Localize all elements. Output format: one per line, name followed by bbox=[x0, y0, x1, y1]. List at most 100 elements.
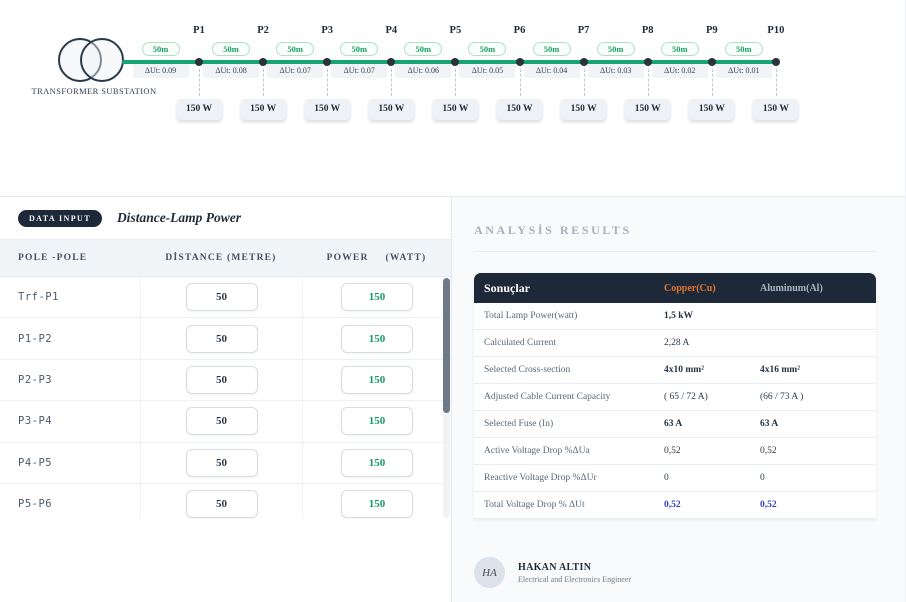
input-table-row: P1-P2 bbox=[0, 318, 451, 360]
distance-input[interactable] bbox=[185, 407, 258, 436]
distance-input[interactable] bbox=[185, 490, 258, 519]
column-header-pole: POLE -POLE bbox=[18, 253, 88, 263]
result-value-aluminum: 0,52 bbox=[760, 500, 777, 510]
avatar: HA bbox=[474, 557, 505, 588]
power-cell bbox=[302, 277, 451, 318]
pole-pair-label: P4-P5 bbox=[18, 456, 53, 469]
data-input-title: Distance-Lamp Power bbox=[116, 210, 242, 225]
lower-section: DATA INPUT Distance-Lamp Power POLE -POL… bbox=[0, 196, 905, 602]
pole-pair-label: Trf-P1 bbox=[18, 291, 59, 304]
result-value-aluminum: 0 bbox=[760, 473, 765, 483]
pole-label: P4 bbox=[385, 25, 398, 36]
distance-input[interactable] bbox=[185, 448, 258, 477]
input-rows-container: Trf-P1 P1-P2 P2-P3 P3-P4 P4-P5 P5-P6 bbox=[0, 277, 451, 519]
power-cell bbox=[302, 442, 451, 483]
pole-label: P9 bbox=[705, 25, 718, 36]
pole-pair-label: P5-P6 bbox=[18, 498, 53, 511]
results-table-row: Selected Cross-section 4x10 mm² 4x16 mm² bbox=[474, 357, 876, 384]
segment-voltage-drop-label: ΔUt: 0.04 bbox=[523, 64, 580, 78]
result-value-aluminum: 4x16 mm² bbox=[760, 365, 801, 375]
power-input[interactable] bbox=[341, 283, 413, 312]
pole-drop-line bbox=[519, 69, 521, 96]
pole-drop-line bbox=[775, 69, 777, 96]
result-value-copper: 1,5 kW bbox=[664, 311, 694, 321]
pole-drop-line bbox=[711, 69, 713, 96]
power-cell bbox=[302, 401, 451, 442]
segment-voltage-drop-label: ΔUt: 0.07 bbox=[267, 64, 324, 78]
result-value-copper: 63 A bbox=[664, 419, 683, 429]
pole-label: P10 bbox=[767, 25, 785, 36]
pole-node-icon bbox=[195, 57, 203, 66]
segment-voltage-drop-label: ΔUt: 0.01 bbox=[715, 64, 772, 78]
results-table-row: Total Voltage Drop % ΔUt 0,52 0,52 bbox=[474, 492, 876, 519]
engineer-name: HAKAN ALTIN bbox=[518, 561, 592, 573]
pole-drop-line bbox=[327, 69, 329, 96]
lamp-power-label: 150 W bbox=[432, 99, 478, 120]
lamp-power-label: 150 W bbox=[497, 99, 542, 120]
distance-cell bbox=[140, 318, 302, 359]
power-input[interactable] bbox=[341, 448, 413, 477]
pole-label: P3 bbox=[321, 25, 334, 36]
power-cell bbox=[302, 359, 451, 401]
scrollbar-thumb[interactable] bbox=[443, 278, 450, 413]
result-label: Active Voltage Drop %ΔUa bbox=[484, 446, 590, 456]
segment-voltage-drop-label: ΔUt: 0.09 bbox=[132, 64, 189, 78]
input-table-row: P2-P3 bbox=[0, 359, 451, 402]
pole-drop-line bbox=[455, 69, 457, 96]
distance-input[interactable] bbox=[185, 365, 258, 394]
pole-pair-label: P1-P2 bbox=[18, 332, 53, 345]
power-input[interactable] bbox=[341, 407, 413, 436]
distance-cell bbox=[140, 359, 302, 401]
input-table-row: P3-P4 bbox=[0, 401, 451, 443]
data-input-panel: DATA INPUT Distance-Lamp Power POLE -POL… bbox=[0, 197, 452, 602]
results-table: Sonuçlar Copper(Cu) Aluminum(Al) Total L… bbox=[474, 273, 876, 519]
result-value-copper: 2,28 A bbox=[664, 338, 690, 348]
segment-length-badge: 50m bbox=[212, 42, 251, 56]
segment-length-badge: 50m bbox=[404, 42, 443, 56]
results-table-row: Adjusted Cable Current Capacity ( 65 / 72… bbox=[474, 384, 876, 411]
pole-pair-label: P2-P3 bbox=[18, 373, 53, 386]
pole-node-icon bbox=[579, 57, 588, 66]
pole-pair-label: P3-P4 bbox=[18, 415, 53, 428]
input-table-row: Trf-P1 bbox=[0, 277, 451, 319]
pole-label: P6 bbox=[513, 25, 526, 36]
power-cell bbox=[302, 318, 451, 359]
lamp-power-label: 150 W bbox=[753, 99, 799, 120]
column-header-power: POWER (WATT) bbox=[302, 253, 451, 263]
results-rows-container: Total Lamp Power(watt) 1,5 kW Calculated C… bbox=[474, 303, 876, 519]
segment-voltage-drop-label: ΔUt: 0.02 bbox=[651, 64, 708, 78]
input-table-row: P4-P5 bbox=[0, 442, 451, 484]
pole-node-icon bbox=[451, 57, 460, 66]
lamp-power-label: 150 W bbox=[689, 99, 735, 120]
result-label: Calculated Current bbox=[484, 338, 557, 348]
segment-voltage-drop-label: ΔUt: 0.08 bbox=[203, 64, 260, 78]
segment-length-badge: 50m bbox=[340, 42, 379, 56]
segment-length-badge: 50m bbox=[596, 42, 635, 56]
result-value-aluminum: 63 A bbox=[760, 419, 779, 429]
column-header-power-word: POWER bbox=[326, 253, 369, 263]
input-table-row: P5-P6 bbox=[0, 483, 451, 519]
power-input[interactable] bbox=[341, 490, 413, 519]
result-value-copper: 0,52 bbox=[664, 500, 681, 510]
result-value-aluminum: 0,52 bbox=[760, 446, 777, 456]
column-header-distance: DİSTANCE (METRE) bbox=[165, 253, 277, 263]
pole-drop-line bbox=[647, 69, 649, 96]
scrollbar-track[interactable] bbox=[443, 278, 450, 518]
results-table-row: Selected Fuse (In) 63 A 63 A bbox=[474, 411, 876, 438]
segment-length-badge: 50m bbox=[724, 42, 763, 56]
power-input[interactable] bbox=[341, 324, 413, 353]
lamp-power-label: 150 W bbox=[561, 99, 607, 120]
lamp-power-label: 150 W bbox=[304, 99, 350, 120]
pole-label: P7 bbox=[577, 25, 590, 36]
results-header-copper: Copper(Cu) bbox=[664, 282, 716, 294]
distance-cell bbox=[140, 442, 302, 483]
power-input[interactable] bbox=[341, 365, 413, 394]
data-input-header: DATA INPUT Distance-Lamp Power bbox=[0, 197, 451, 240]
power-line bbox=[122, 60, 777, 64]
distance-input[interactable] bbox=[185, 324, 258, 353]
segment-length-badge: 50m bbox=[532, 42, 571, 56]
results-table-row: Calculated Current 2,28 A bbox=[474, 330, 876, 357]
distance-input[interactable] bbox=[185, 283, 258, 312]
pole-label: P2 bbox=[257, 25, 269, 36]
